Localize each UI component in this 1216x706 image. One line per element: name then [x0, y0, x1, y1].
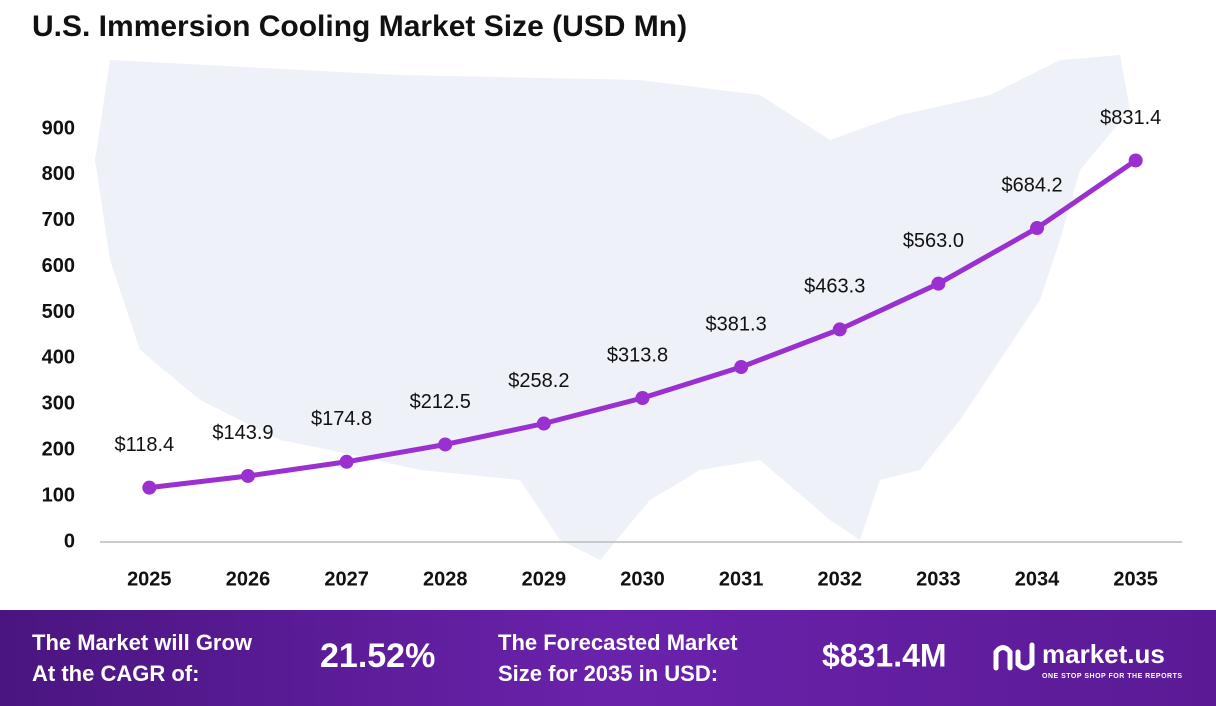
marker [931, 276, 946, 291]
forecast-value: $831.4M [822, 637, 947, 673]
data-label: $831.4 [1100, 107, 1161, 129]
data-label: $463.3 [804, 276, 865, 298]
marker [635, 391, 650, 406]
forecast-label: The Forecasted Market [498, 630, 738, 655]
x-tick-label: 2031 [719, 568, 764, 590]
data-label: $381.3 [706, 313, 767, 335]
cagr-label: The Market will Grow [32, 630, 253, 655]
map-background [95, 55, 1130, 560]
marker [142, 480, 157, 495]
y-tick-label: 100 [42, 484, 75, 506]
cagr-value: 21.52% [320, 637, 435, 675]
x-tick-label: 2028 [423, 568, 468, 590]
marker [1128, 153, 1143, 168]
x-tick-label: 2030 [620, 568, 665, 590]
cagr-label: At the CAGR of: [32, 661, 199, 686]
marker [1030, 221, 1045, 236]
y-tick-label: 0 [64, 530, 75, 552]
x-tick-label: 2026 [226, 568, 271, 590]
x-tick-label: 2025 [127, 568, 172, 590]
data-label: $174.8 [311, 408, 372, 430]
x-tick-label: 2032 [818, 568, 863, 590]
y-tick-label: 400 [42, 347, 75, 369]
y-tick-label: 500 [42, 301, 75, 323]
data-label: $563.0 [903, 230, 964, 252]
logo-icon [993, 642, 1035, 671]
footer-band [0, 610, 1216, 706]
y-tick-label: 900 [42, 117, 75, 139]
tagline: ONE STOP SHOP FOR THE REPORTS [1042, 673, 1183, 680]
data-label: $118.4 [114, 434, 174, 456]
x-tick-label: 2033 [916, 568, 961, 590]
marker [339, 454, 354, 469]
chart-title: U.S. Immersion Cooling Market Size (USD … [32, 10, 687, 43]
y-tick-label: 200 [42, 439, 75, 461]
x-tick-label: 2035 [1113, 568, 1158, 590]
y-tick-label: 600 [42, 255, 75, 277]
data-label: $313.8 [607, 344, 668, 366]
y-tick-label: 800 [42, 163, 75, 185]
y-tick-label: 300 [42, 393, 75, 415]
data-label: $684.2 [1001, 174, 1062, 196]
y-tick-label: 700 [42, 209, 75, 231]
data-label: $143.9 [212, 422, 273, 444]
marker [240, 468, 255, 483]
marker [832, 322, 847, 337]
marker [438, 437, 453, 452]
forecast-label: Size for 2035 in USD: [498, 661, 718, 686]
data-label: $258.2 [508, 370, 569, 392]
marker [734, 360, 749, 375]
data-label: $212.5 [410, 391, 471, 413]
marker [536, 416, 551, 431]
brand: market.us [1042, 639, 1165, 669]
x-tick-label: 2027 [324, 568, 369, 590]
x-tick-label: 2034 [1015, 568, 1060, 590]
x-tick-label: 2029 [522, 568, 567, 590]
